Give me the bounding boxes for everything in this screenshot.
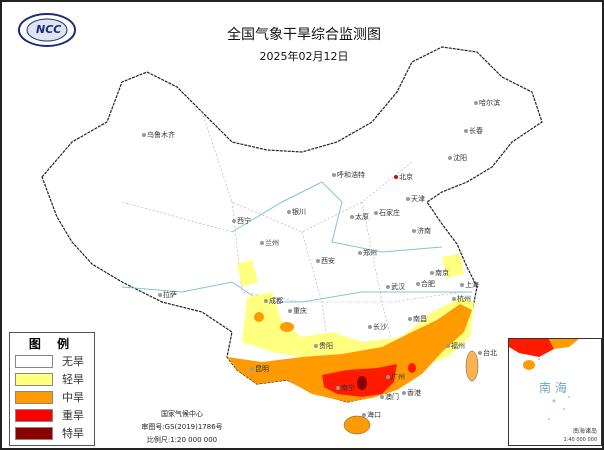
- city-label: 成都: [264, 296, 283, 306]
- mild-drought-area: [237, 260, 258, 287]
- legend-label: 重旱: [62, 409, 84, 422]
- city-label: 台北: [478, 348, 497, 358]
- legend-swatch: [15, 426, 53, 440]
- city-label: 香港: [402, 388, 421, 398]
- city-label: 上海: [460, 280, 479, 290]
- city-label: 合肥: [416, 279, 435, 289]
- city-label-capital: 北京: [394, 172, 413, 182]
- city-label: 郑州: [358, 248, 377, 258]
- moderate-drought-area: [254, 312, 264, 322]
- city-label: 南昌: [408, 314, 427, 324]
- legend-item-moderate: 中旱: [15, 388, 94, 406]
- legend-item-none: 无旱: [15, 352, 94, 370]
- legend-label: 中旱: [62, 391, 84, 404]
- credit-org: 国家气候中心: [161, 410, 203, 418]
- legend-label: 轻旱: [62, 373, 84, 386]
- city-label: 广州: [386, 372, 405, 382]
- moderate-drought-area: [227, 304, 472, 402]
- ncc-logo: NCC: [16, 10, 78, 48]
- city-label: 南京: [430, 268, 449, 278]
- city-label: 太原: [350, 212, 369, 222]
- city-label: 澳门: [380, 392, 399, 402]
- city-label: 长春: [464, 126, 483, 136]
- city-label: 呼和浩特: [332, 170, 365, 180]
- city-label: 昆明: [250, 364, 269, 374]
- logo-text: NCC: [36, 23, 62, 36]
- legend-swatch: [15, 354, 53, 368]
- inset-islands-label: 南海诸岛: [572, 428, 597, 435]
- south-china-sea-inset: 南海 南海诸岛 1:40 000 000: [508, 338, 602, 446]
- city-label: 兰州: [260, 238, 279, 248]
- hainan-island: [343, 415, 371, 435]
- severe-drought-area: [408, 363, 416, 373]
- city-label: 重庆: [288, 306, 307, 316]
- legend-label: 无旱: [62, 355, 84, 368]
- city-label: 西安: [316, 256, 335, 266]
- extreme-drought-area: [357, 376, 367, 390]
- city-label: 乌鲁木齐: [142, 130, 175, 140]
- legend-title: 图 例: [28, 337, 76, 351]
- legend-item-extreme: 特旱: [15, 424, 94, 442]
- city-label: 福州: [446, 341, 465, 351]
- legend-item-mild: 轻旱: [15, 370, 94, 388]
- city-label: 拉萨: [158, 290, 177, 300]
- city-label: 贵阳: [314, 341, 333, 351]
- credit-scale: 比例尺:1:20 000 000: [146, 436, 218, 444]
- city-label: 济南: [412, 226, 431, 236]
- city-label: 武汉: [386, 282, 405, 292]
- city-label: 哈尔滨: [474, 98, 500, 108]
- city-label: 石家庄: [374, 208, 400, 218]
- map-date: 2025年02月12日: [259, 50, 349, 63]
- city-label: 海口: [362, 410, 381, 420]
- city-label: 天津: [406, 194, 425, 204]
- inset-map: [509, 339, 579, 420]
- city-label: 西宁: [232, 216, 251, 226]
- inset-scale: 1:40 000 000: [563, 437, 598, 443]
- city-label: 南宁: [336, 383, 355, 393]
- city-label: 杭州: [452, 294, 471, 304]
- legend-swatch: [15, 372, 53, 386]
- legend-swatch: [15, 408, 53, 422]
- legend: 图 例 无旱 轻旱 中旱 重旱 特旱: [9, 332, 95, 446]
- legend-label: 特旱: [62, 427, 84, 440]
- legend-swatch: [15, 390, 53, 404]
- inset-sea-label: 南海: [539, 381, 572, 395]
- city-label: 沈阳: [448, 153, 467, 163]
- taiwan-island: [465, 350, 479, 382]
- city-label: 长沙: [368, 322, 387, 332]
- city-label: 银川: [287, 207, 306, 217]
- map-title: 全国气象干旱综合监测图: [227, 27, 381, 43]
- legend-item-severe: 重旱: [15, 406, 94, 424]
- credit-approval: 审图号:GS(2019)1786号: [141, 423, 223, 431]
- moderate-drought-area: [280, 322, 294, 332]
